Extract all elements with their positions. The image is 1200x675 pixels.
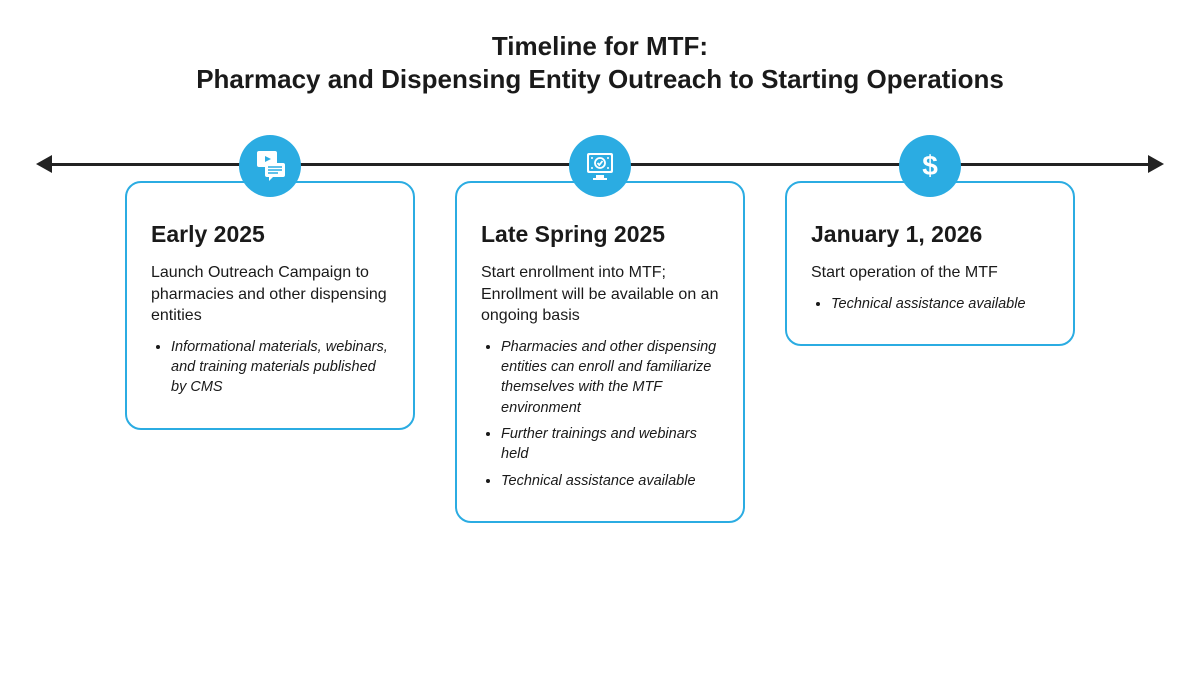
milestone-card: Late Spring 2025 Start enrollment into M… bbox=[455, 181, 745, 523]
monitor-check-svg bbox=[582, 148, 618, 184]
milestone-card: January 1, 2026 Start operation of the M… bbox=[785, 181, 1075, 346]
milestone-description: Launch Outreach Campaign to pharmacies a… bbox=[151, 262, 389, 327]
milestone-january-2026: $ January 1, 2026 Start operation of the… bbox=[785, 135, 1075, 346]
dollar-svg: $ bbox=[919, 149, 941, 183]
milestone-bullets: Pharmacies and other dispensing entities… bbox=[481, 337, 719, 491]
bullet-item: Technical assistance available bbox=[501, 471, 719, 491]
milestone-description: Start operation of the MTF bbox=[811, 262, 1049, 284]
milestone-date: Late Spring 2025 bbox=[481, 221, 719, 248]
bullet-item: Technical assistance available bbox=[831, 294, 1049, 314]
milestone-bullets: Informational materials, webinars, and t… bbox=[151, 337, 389, 398]
timeline: Early 2025 Launch Outreach Campaign to p… bbox=[0, 135, 1200, 655]
bullet-item: Pharmacies and other dispensing entities… bbox=[501, 337, 719, 418]
dollar-icon: $ bbox=[899, 135, 961, 197]
bullet-item: Informational materials, webinars, and t… bbox=[171, 337, 389, 398]
milestone-description: Start enrollment into MTF; Enrollment wi… bbox=[481, 262, 719, 327]
milestone-early-2025: Early 2025 Launch Outreach Campaign to p… bbox=[125, 135, 415, 430]
media-chat-svg bbox=[253, 149, 287, 183]
bullet-item: Further trainings and webinars held bbox=[501, 424, 719, 465]
milestone-date: Early 2025 bbox=[151, 221, 389, 248]
milestone-card: Early 2025 Launch Outreach Campaign to p… bbox=[125, 181, 415, 430]
title-line1: Timeline for MTF: bbox=[492, 31, 708, 61]
milestone-date: January 1, 2026 bbox=[811, 221, 1049, 248]
svg-text:$: $ bbox=[922, 150, 938, 181]
milestone-late-spring-2025: Late Spring 2025 Start enrollment into M… bbox=[455, 135, 745, 523]
media-chat-icon bbox=[239, 135, 301, 197]
title-line2: Pharmacy and Dispensing Entity Outreach … bbox=[196, 64, 1004, 94]
page-title: Timeline for MTF: Pharmacy and Dispensin… bbox=[0, 0, 1200, 95]
milestones-row: Early 2025 Launch Outreach Campaign to p… bbox=[0, 135, 1200, 523]
monitor-check-icon bbox=[569, 135, 631, 197]
milestone-bullets: Technical assistance available bbox=[811, 294, 1049, 314]
